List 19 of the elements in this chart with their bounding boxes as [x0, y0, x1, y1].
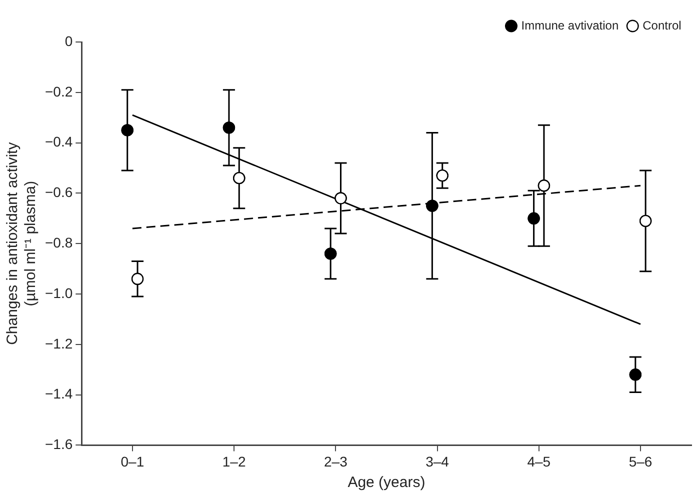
- x-tick-label: 1–2: [222, 453, 246, 470]
- y-tick-label: −0.4: [44, 134, 73, 150]
- x-tick-label: 4–5: [527, 453, 551, 470]
- x-axis-title: Age (years): [348, 474, 426, 492]
- y-tick-label: −0.8: [44, 234, 73, 250]
- x-tick-label: 3–4: [426, 453, 450, 470]
- x-tick-label: 0–1: [120, 453, 144, 470]
- y-tick-label: −0.6: [44, 184, 73, 200]
- legend-label: Control: [642, 18, 682, 32]
- x-tick-label: 5–6: [628, 453, 652, 470]
- y-tick-label: −1.4: [44, 386, 73, 402]
- y-tick-label: 0: [64, 32, 73, 49]
- x-tick-label: 2–3: [324, 453, 348, 470]
- legend-label: Immune avtivation: [521, 18, 619, 32]
- y-tick-label: −0.2: [44, 83, 73, 100]
- y-tick-label: −1.6: [44, 436, 73, 452]
- y-tick-label: −1.0: [44, 284, 73, 301]
- y-axis-title: Changes in antioxidant activity (µmol ml⁻¹ plasma): [4, 142, 40, 345]
- y-tick-label: −1.2: [44, 335, 73, 352]
